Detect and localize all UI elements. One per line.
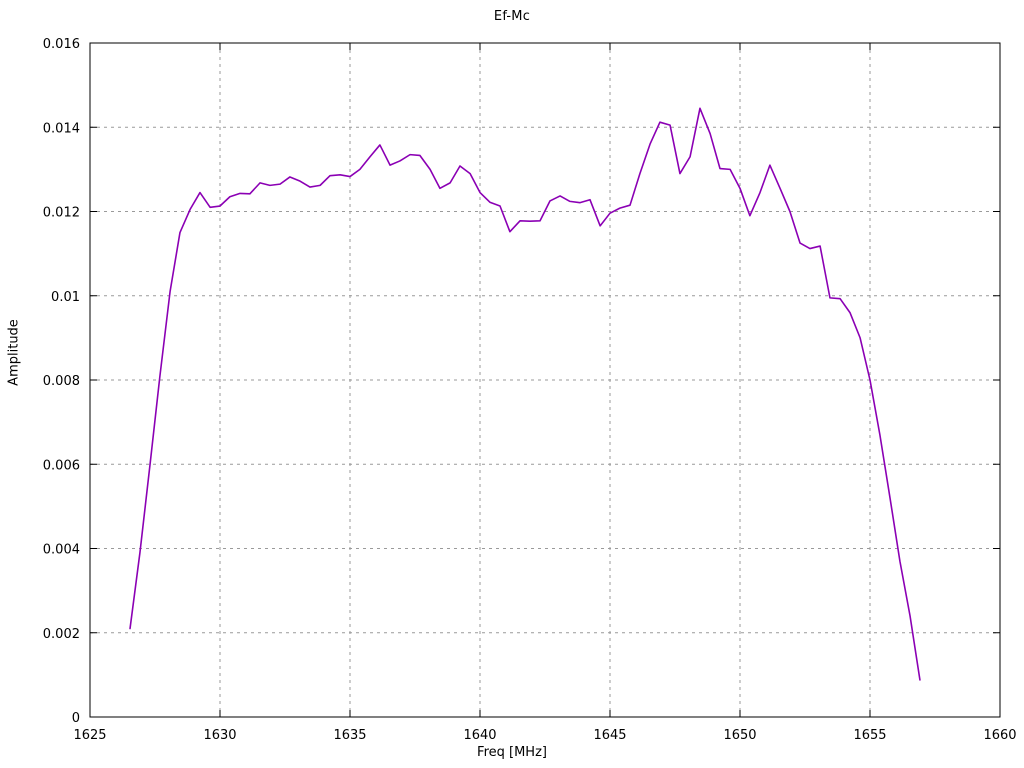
y-tick-label: 0.008 [43,374,80,389]
chart-title: Ef-Mc [493,9,531,24]
x-tick-label: 1640 [463,728,496,743]
y-tick-label: 0.01 [51,290,80,305]
y-tick-label: 0.006 [43,458,80,473]
x-axis-label: Freq [MHz] [477,745,547,760]
gridlines [90,42,1000,717]
y-tick-label: 0.004 [43,543,80,558]
x-tick-label: 1635 [333,728,366,743]
x-tick-label: 1625 [73,728,106,743]
x-tick-label: 1645 [593,728,626,743]
x-tick-label: 1660 [983,728,1016,743]
data-series-line [129,107,921,681]
y-tick-label: 0.016 [43,37,80,52]
x-tick-label: 1655 [853,728,886,743]
y-tick-label: 0.002 [43,627,80,642]
y-tick-label: 0 [72,711,80,726]
x-tick-label: 1650 [723,728,756,743]
tick-labels: 0 0.002 0.004 0.006 0.008 0.01 0.012 0.014 0.016… [43,37,1017,743]
plot-frame [89,42,1001,718]
y-tick-label: 0.014 [43,121,80,136]
x-tick-label: 1630 [203,728,236,743]
y-tick-label: 0.012 [43,206,80,221]
